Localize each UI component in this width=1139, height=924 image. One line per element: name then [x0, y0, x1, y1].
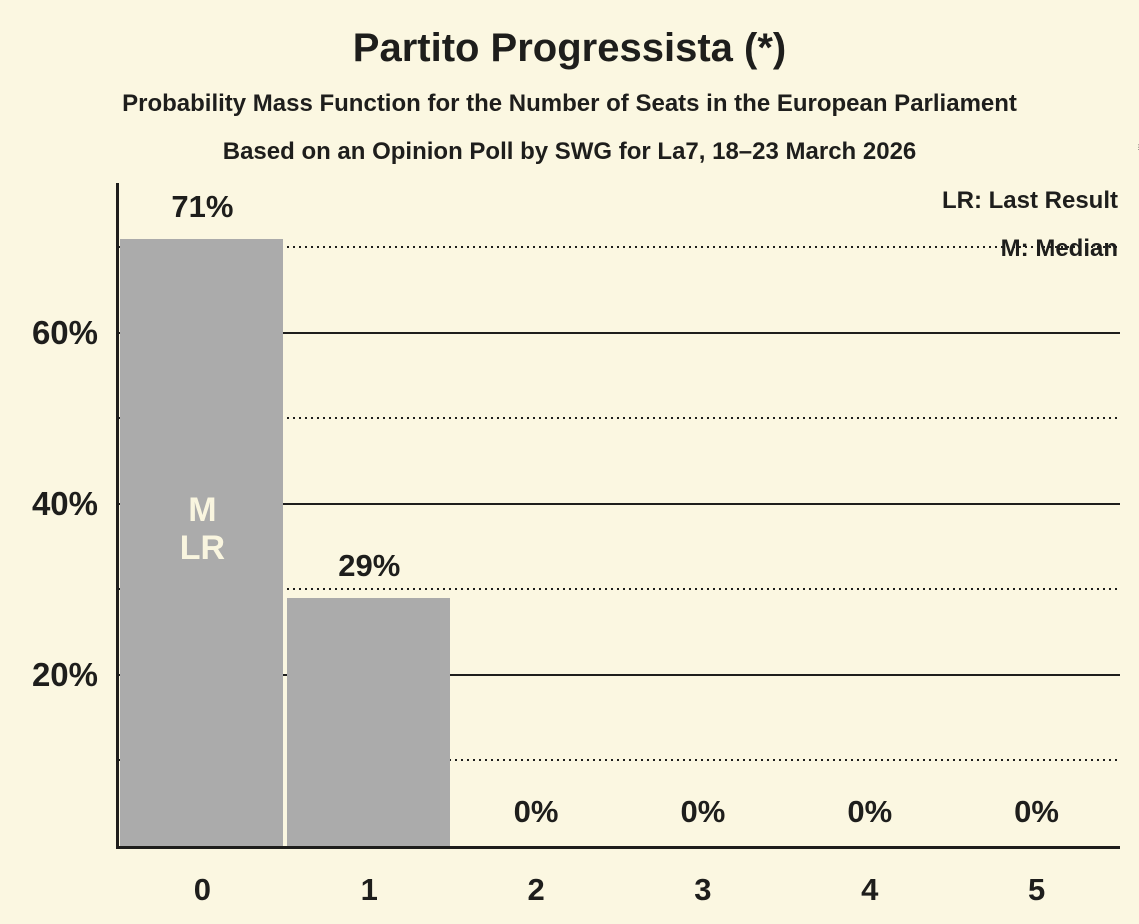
x-tick-label-2: 2 — [527, 872, 545, 907]
gridline-dotted-10 — [119, 759, 1120, 762]
x-tick-label-3: 3 — [694, 872, 712, 907]
gridline-dotted-70 — [119, 246, 1120, 249]
chart-subtitle: Probability Mass Function for the Number… — [122, 90, 1017, 117]
value-label-seat-5: 0% — [1014, 794, 1059, 829]
gridline-dotted-50 — [119, 417, 1120, 420]
gridline-dotted-30 — [119, 588, 1120, 591]
value-label-seat-2: 0% — [513, 794, 559, 829]
x-axis-line — [116, 846, 1120, 849]
bar-seat-0 — [120, 238, 283, 846]
value-label-seat-4: 0% — [847, 794, 893, 829]
y-tick-label-40: 40% — [31, 484, 98, 522]
x-tick-label-0: 0 — [193, 872, 212, 907]
gridline-solid-40 — [119, 502, 1120, 505]
gridline-solid-20 — [119, 673, 1120, 676]
chart-title: Partito Progressista (*) — [352, 26, 787, 70]
legend-median: M: Median — [1000, 235, 1118, 262]
gridline-solid-60 — [119, 331, 1120, 334]
median-last-result-marker: M LR — [179, 490, 226, 567]
y-tick-label-60: 60% — [31, 313, 98, 351]
y-tick-label-20: 20% — [31, 655, 98, 693]
value-label-seat-1: 29% — [338, 547, 401, 583]
x-tick-label-1: 1 — [360, 872, 378, 907]
value-label-seat-3: 0% — [680, 794, 726, 829]
x-tick-label-5: 5 — [1027, 872, 1046, 907]
legend-last-result: LR: Last Result — [941, 187, 1118, 214]
bar-seat-1 — [286, 597, 450, 846]
value-label-seat-0: 71% — [171, 188, 234, 224]
y-axis-line — [116, 183, 119, 849]
x-tick-label-4: 4 — [861, 872, 879, 907]
chart-poll-source: Based on an Opinion Poll by SWG for La7,… — [222, 138, 917, 165]
plot-area: 71% 29% 0% 0% 0% 0% M LR — [119, 183, 1120, 846]
